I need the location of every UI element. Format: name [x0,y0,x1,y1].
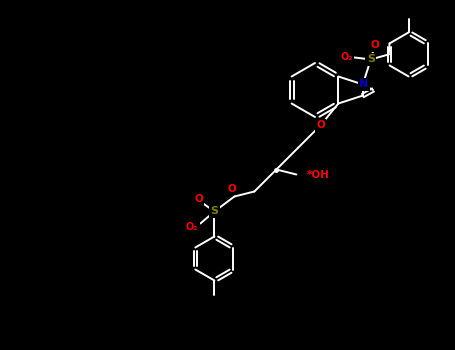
Text: S: S [210,206,218,217]
Text: S: S [367,55,375,64]
Text: O: O [194,195,203,204]
Text: *OH: *OH [306,169,329,180]
Text: O₂: O₂ [340,52,353,62]
Text: O: O [227,183,236,194]
Text: O: O [370,41,379,50]
Text: O₂: O₂ [186,222,198,231]
Text: O: O [316,120,325,131]
Text: N: N [359,79,369,90]
